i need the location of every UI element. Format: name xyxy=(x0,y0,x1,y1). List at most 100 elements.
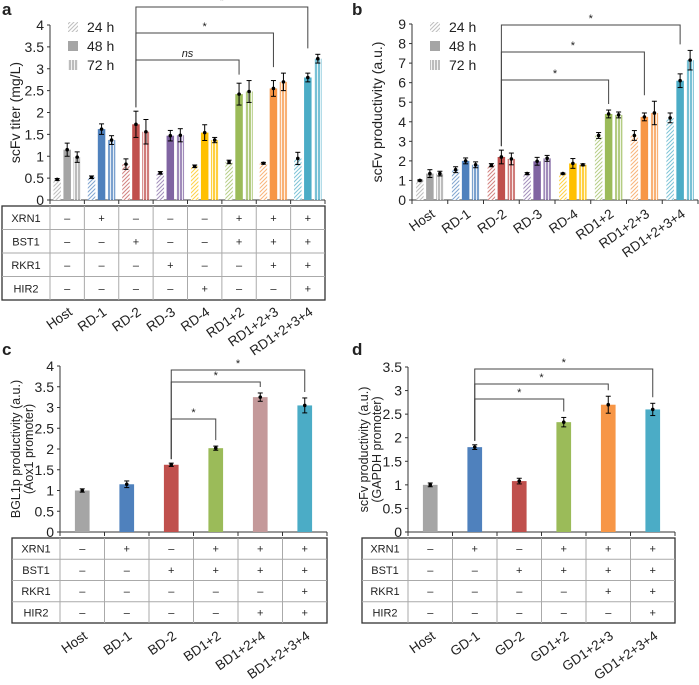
genotype-mark: – xyxy=(516,586,523,598)
genotype-mark: – xyxy=(427,607,434,619)
genotype-mark: – xyxy=(472,586,479,598)
genotype-mark: – xyxy=(167,213,174,225)
genotype-mark: – xyxy=(561,586,568,598)
bar-BD1+2+4-productivity xyxy=(252,397,268,532)
genotype-mark: + xyxy=(270,236,276,248)
bar-BD1+2-productivity xyxy=(208,448,224,532)
bar-RD-1-24 h xyxy=(451,169,460,200)
legend-label: 48 h xyxy=(449,38,476,54)
genotype-mark: + xyxy=(257,607,263,619)
significance-label: * xyxy=(191,407,196,419)
data-point xyxy=(80,488,85,493)
genotype-mark: + xyxy=(98,213,104,225)
bar-RD-1-48 h xyxy=(461,160,470,200)
data-point xyxy=(561,171,565,176)
data-point xyxy=(642,115,647,119)
bar-Host-productivity xyxy=(422,484,438,532)
genotype-mark: – xyxy=(133,213,140,225)
genotype-mark: – xyxy=(168,586,175,598)
data-point xyxy=(517,479,522,483)
genotype-mark: – xyxy=(427,544,434,556)
genotype-mark: + xyxy=(561,565,567,577)
gene-label: HIR2 xyxy=(13,283,38,295)
genotype-mark: – xyxy=(167,236,174,248)
genotype-mark: – xyxy=(202,213,209,225)
y-tick-label: 5 xyxy=(398,94,406,110)
y-tick-label: 2 xyxy=(46,441,54,457)
gene-label: BST1 xyxy=(12,236,40,248)
y-tick-label: 0 xyxy=(394,524,402,540)
genotype-mark: + xyxy=(305,236,311,248)
genotype-mark: + xyxy=(124,544,130,556)
category-label: Host xyxy=(44,304,76,332)
data-point xyxy=(237,92,241,96)
bar-Host-productivity xyxy=(74,490,90,532)
legend-label: 24 h xyxy=(449,19,476,35)
genotype-mark: + xyxy=(605,586,611,598)
bar-RD-1-72 h xyxy=(107,140,116,200)
data-point xyxy=(296,156,300,161)
genotype-mark: – xyxy=(167,283,174,295)
bar-RD1+2+3+4-48 h xyxy=(676,80,684,200)
genotype-mark: + xyxy=(305,260,311,272)
data-point xyxy=(473,163,478,167)
genotype-mark: + xyxy=(302,544,308,556)
y-tick-label: 0.5 xyxy=(35,503,55,519)
bar-GD-1-productivity xyxy=(467,447,483,532)
genotype-mark: – xyxy=(79,586,86,598)
data-point xyxy=(227,160,231,164)
legend-label: 48 h xyxy=(87,38,114,54)
category-label: RD-1 xyxy=(75,304,109,334)
bar-BD-1-productivity xyxy=(119,484,135,532)
bar-RD-4-72 h xyxy=(210,140,219,200)
y-tick-label: 8 xyxy=(398,36,406,52)
significance-label: * xyxy=(553,68,558,80)
bar-GD1+2+3+4-productivity xyxy=(645,409,661,532)
significance-bracket xyxy=(500,79,610,147)
bar-GD1+2+3-productivity xyxy=(600,404,616,532)
data-point xyxy=(632,133,637,138)
bar-RD1+2+3-48 h xyxy=(640,116,649,200)
significance-bracket xyxy=(135,59,240,108)
data-point xyxy=(652,111,657,115)
genotype-mark: + xyxy=(650,565,656,577)
category-label: RD-3 xyxy=(144,304,178,334)
genotype-mark: + xyxy=(650,586,656,598)
data-point xyxy=(109,138,114,142)
data-point xyxy=(202,130,207,135)
genotype-mark: + xyxy=(213,565,219,577)
bar-RD-2-72 h xyxy=(507,158,516,200)
genotype-mark: + xyxy=(236,213,242,225)
genotype-mark: – xyxy=(133,283,140,295)
y-tick-label: 3.5 xyxy=(25,39,45,55)
significance-bracket xyxy=(170,418,217,460)
category-label: RD-3 xyxy=(510,206,544,236)
y-tick-label: 1 xyxy=(36,148,44,164)
genotype-mark: – xyxy=(605,607,612,619)
legend-swatch xyxy=(68,41,78,51)
gene-label: XRN1 xyxy=(370,544,399,556)
data-point xyxy=(213,446,218,450)
data-point xyxy=(596,133,601,138)
data-point xyxy=(55,177,59,182)
genotype-mark: – xyxy=(427,565,434,577)
y-tick-label: 0 xyxy=(36,192,44,208)
bar-RD-4-24 h xyxy=(559,173,567,200)
data-point xyxy=(499,155,504,159)
data-point xyxy=(472,445,477,449)
panel-label-d: d xyxy=(352,340,362,359)
bar-RD-4-24 h xyxy=(190,166,199,200)
y-tick-label: 7 xyxy=(398,55,406,71)
bar-RD-1-72 h xyxy=(471,164,480,200)
bar-Host-24 h xyxy=(53,179,61,200)
gene-label: XRN1 xyxy=(21,544,50,556)
chart-c: 0 0.5 1 1.5 2 2.5 3 3.5 4 BGL1p productivity (a.u… xyxy=(9,358,328,682)
panel-label-b: b xyxy=(352,0,362,19)
y-tick-label: 0.5 xyxy=(383,500,403,516)
data-point xyxy=(453,167,458,172)
category-label: GD-1 xyxy=(447,628,482,659)
y-axis-label: scFv titer (mg/L) xyxy=(7,62,23,163)
significance-bracket xyxy=(474,398,565,441)
genotype-mark: + xyxy=(472,544,478,556)
data-point xyxy=(302,403,307,408)
